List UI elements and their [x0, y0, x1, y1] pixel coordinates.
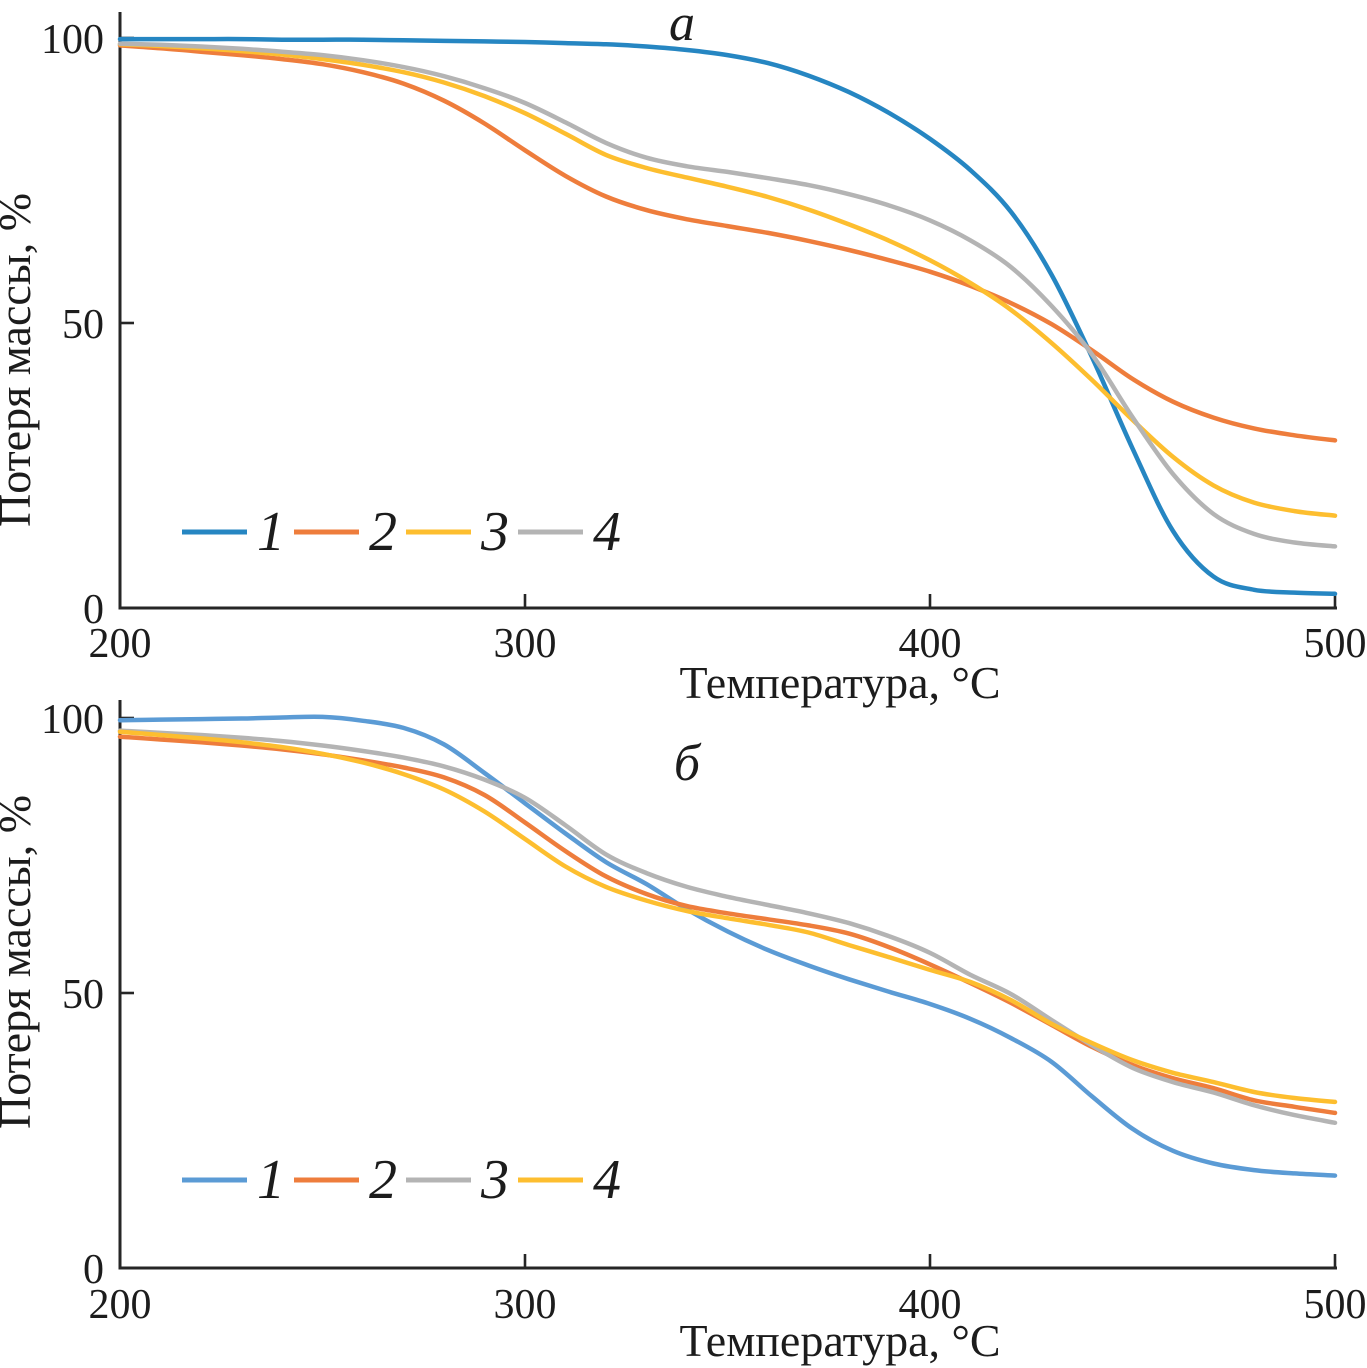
x-tick-label: 300: [494, 621, 557, 667]
curve-series-2-orange: [117, 734, 1338, 1116]
panel-title: б: [674, 735, 702, 792]
y-tick-label: 50: [62, 302, 104, 348]
y-axis-title: Потеря массы, %: [0, 795, 40, 1129]
x-tick-label: 500: [1304, 1282, 1367, 1328]
x-tick-label: 400: [899, 1282, 962, 1328]
x-tick-label: 400: [899, 621, 962, 667]
legend-label-1: 1: [257, 501, 285, 563]
x-tick-label: 200: [89, 621, 152, 667]
legend-label-3: 3: [480, 501, 509, 563]
legend-label-1: 1: [257, 1149, 285, 1211]
x-tick-label: 500: [1304, 621, 1367, 667]
y-axis-title: Потеря массы, %: [0, 193, 40, 527]
y-tick-label: 100: [41, 697, 104, 743]
y-tick-label: 50: [62, 972, 104, 1018]
panel-а: 200 300 400 500 0 50 100 а Температура, °C Потеря…: [0, 0, 1367, 708]
x-axis-title: Температура, °C: [679, 1315, 1000, 1366]
curve-series-2-orange: [117, 43, 1338, 443]
curve-series-1-light-blue: [117, 714, 1338, 1178]
axes-spines: [118, 12, 1337, 610]
curve-series-4-gray: [117, 41, 1338, 549]
legend-label-2: 2: [369, 1149, 397, 1211]
legend-label-3: 3: [480, 1149, 509, 1211]
x-tick-label: 200: [89, 1282, 152, 1328]
y-tick-label: 0: [83, 587, 104, 633]
panel-б: 200 300 400 500 0 50 100 б Температура, °C Потеря…: [0, 697, 1367, 1366]
curve-series-4-yellow: [117, 729, 1338, 1105]
legend-label-4: 4: [593, 1149, 621, 1211]
legend-label-4: 4: [593, 501, 621, 563]
x-axis-title: Температура, °C: [679, 657, 1000, 708]
curve-series-3-gray: [117, 728, 1338, 1126]
y-tick-label: 100: [41, 17, 104, 63]
legend-label-2: 2: [369, 501, 397, 563]
curve-series-1-blue: [117, 36, 1338, 597]
panel-title: а: [669, 0, 695, 52]
axes-spines: [118, 700, 1337, 1270]
y-tick-label: 0: [83, 1247, 104, 1293]
x-tick-label: 300: [494, 1282, 557, 1328]
